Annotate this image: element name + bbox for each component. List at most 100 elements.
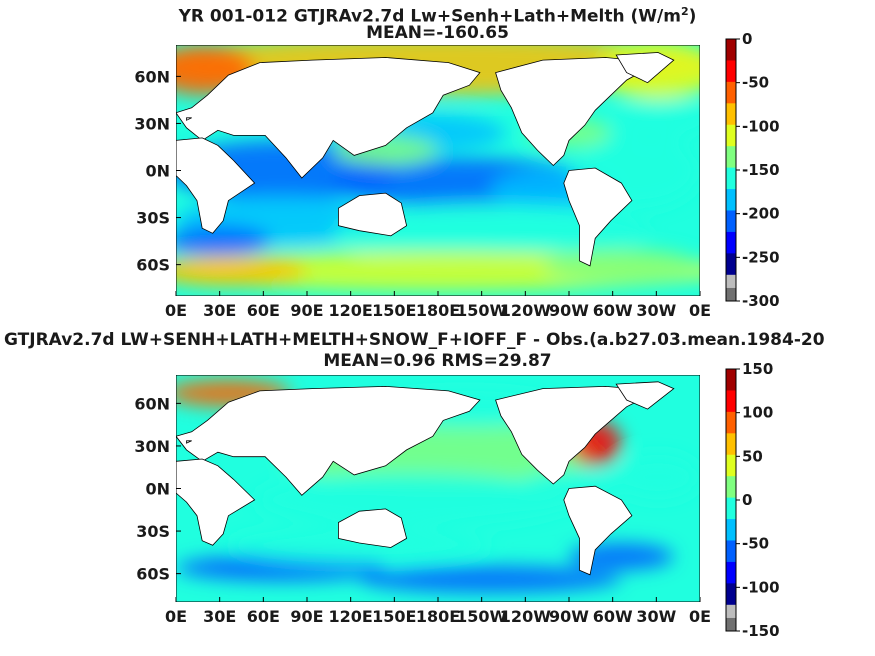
colorbar-segment [726, 231, 736, 254]
map-field-region [610, 100, 700, 141]
land-mass [337, 508, 408, 548]
land-mass [563, 167, 633, 267]
colorbar-segment [726, 476, 736, 499]
colorbar-tick-label: 150 [742, 360, 773, 378]
colorbar-segment [726, 411, 736, 434]
colorbar-segment [726, 124, 736, 147]
map-field-region [228, 527, 491, 564]
x-tick-label: 150E [372, 607, 416, 626]
y-tick-label: 30S [136, 209, 170, 228]
colorbar-segment [726, 210, 736, 233]
y-tick-label: 0N [145, 480, 170, 499]
colorbar-undef [726, 274, 736, 288]
colorbar-segment [726, 390, 736, 413]
x-tick-label: 150W [456, 607, 507, 626]
x-tick-label: 150E [372, 301, 416, 320]
colorbar-undef [726, 604, 736, 618]
colorbar-segment [726, 39, 736, 61]
colorbar-segment [726, 253, 736, 276]
colorbar-segment [726, 189, 736, 211]
colorbar-tick-label: -50 [742, 74, 769, 92]
chart1-title: YR 001-012 GTJRAv2.7d Lw+Senh+Lath+Melth… [0, 2, 875, 27]
chart1-title-close: ) [688, 6, 697, 27]
chart1-title-sup: 2 [680, 5, 689, 18]
x-tick-label: 120W [500, 301, 551, 320]
x-tick-label: 30E [203, 301, 236, 320]
colorbar-segment [726, 497, 736, 520]
land-mass [337, 192, 408, 237]
colorbar-tick-label: -300 [742, 292, 780, 310]
colorbar-segment [726, 519, 736, 541]
x-tick-label: 150W [456, 301, 507, 320]
map-field-region [359, 565, 622, 593]
map-field-region [254, 472, 570, 528]
colorbar-segment [726, 103, 736, 126]
colorbar-2: 150 100 50 0 -50 -100 -150 [725, 360, 780, 640]
map-panel-2 [176, 375, 700, 602]
land-mass [615, 52, 675, 84]
x-tick-label: 180E [416, 301, 460, 320]
y-tick-label: 60S [136, 256, 170, 275]
y-tick-label: 0N [145, 162, 170, 181]
y-tick-label: 60N [134, 67, 170, 86]
colorbar-segment [726, 561, 736, 584]
y-tick-label: 30N [134, 114, 170, 133]
colorbar-segment [726, 433, 736, 456]
x-tick-label: 0E [689, 607, 711, 626]
x-tick-label: 90W [549, 301, 589, 320]
land-mass [176, 57, 481, 179]
colorbar-tick-label: -200 [742, 205, 780, 223]
chart2-title: GTJRAv2.7d LW+SENH+LATH+MELTH+SNOW_F+IOF… [4, 330, 825, 350]
y-tick-label: 60S [136, 565, 170, 584]
chart1-subtitle: MEAN=-160.65 [366, 23, 509, 43]
x-tick-label: 30W [636, 607, 676, 626]
colorbar-tick-label: 50 [742, 447, 763, 465]
map-land [176, 381, 675, 576]
colorbar-tick-label: -50 [742, 535, 769, 553]
colorbar-segment [726, 540, 736, 563]
map-field-region [542, 248, 700, 284]
x-tick-label: 60W [593, 301, 633, 320]
x-tick-label: 180E [416, 607, 460, 626]
y-tick-label: 30S [136, 522, 170, 541]
colorbar-undef-dark [726, 617, 736, 631]
colorbar-tick-label: -100 [742, 578, 780, 596]
x-tick-label: 120E [329, 301, 373, 320]
x-tick-label: 0E [165, 301, 187, 320]
x-tick-label: 0E [165, 607, 187, 626]
x-tick-label: 120E [329, 607, 373, 626]
y-tick-label: 60N [134, 394, 170, 413]
colorbar-tick-label: 0 [742, 30, 752, 48]
chart2-subtitle: MEAN=0.96 RMS=29.87 [323, 351, 552, 371]
x-tick-label: 30W [636, 301, 676, 320]
x-tick-label: 90E [290, 301, 323, 320]
map-field-region [176, 225, 271, 256]
x-tick-label: 60W [593, 607, 633, 626]
colorbar-tick-label: -100 [742, 117, 780, 135]
x-tick-label: 90W [549, 607, 589, 626]
colorbar-tick-label: -150 [742, 622, 780, 640]
colorbar-segment [726, 146, 736, 169]
land-mass [615, 381, 675, 410]
map-field-region [616, 454, 700, 500]
colorbar-segment [726, 454, 736, 477]
map-land [176, 52, 675, 267]
colorbar-segment [726, 81, 736, 104]
map-field-region [333, 203, 648, 264]
land-mass [176, 137, 256, 234]
land-mass [186, 440, 192, 444]
colorbar-undef-dark [726, 287, 736, 301]
x-tick-label: 60E [247, 301, 280, 320]
x-tick-label: 90E [290, 607, 323, 626]
x-tick-label: 60E [247, 607, 280, 626]
colorbar-tick-label: -150 [742, 161, 780, 179]
colorbar-segment [726, 60, 736, 83]
colorbar-tick-label: -250 [742, 248, 780, 266]
colorbar-1: 0 -50 -100 -150 -200 -250 -300 [725, 30, 780, 310]
colorbar-segment [726, 167, 736, 190]
colorbar-tick-label: 0 [742, 491, 752, 509]
colorbar-segment [726, 583, 736, 606]
map-field-region [176, 255, 307, 286]
land-mass [186, 117, 192, 121]
